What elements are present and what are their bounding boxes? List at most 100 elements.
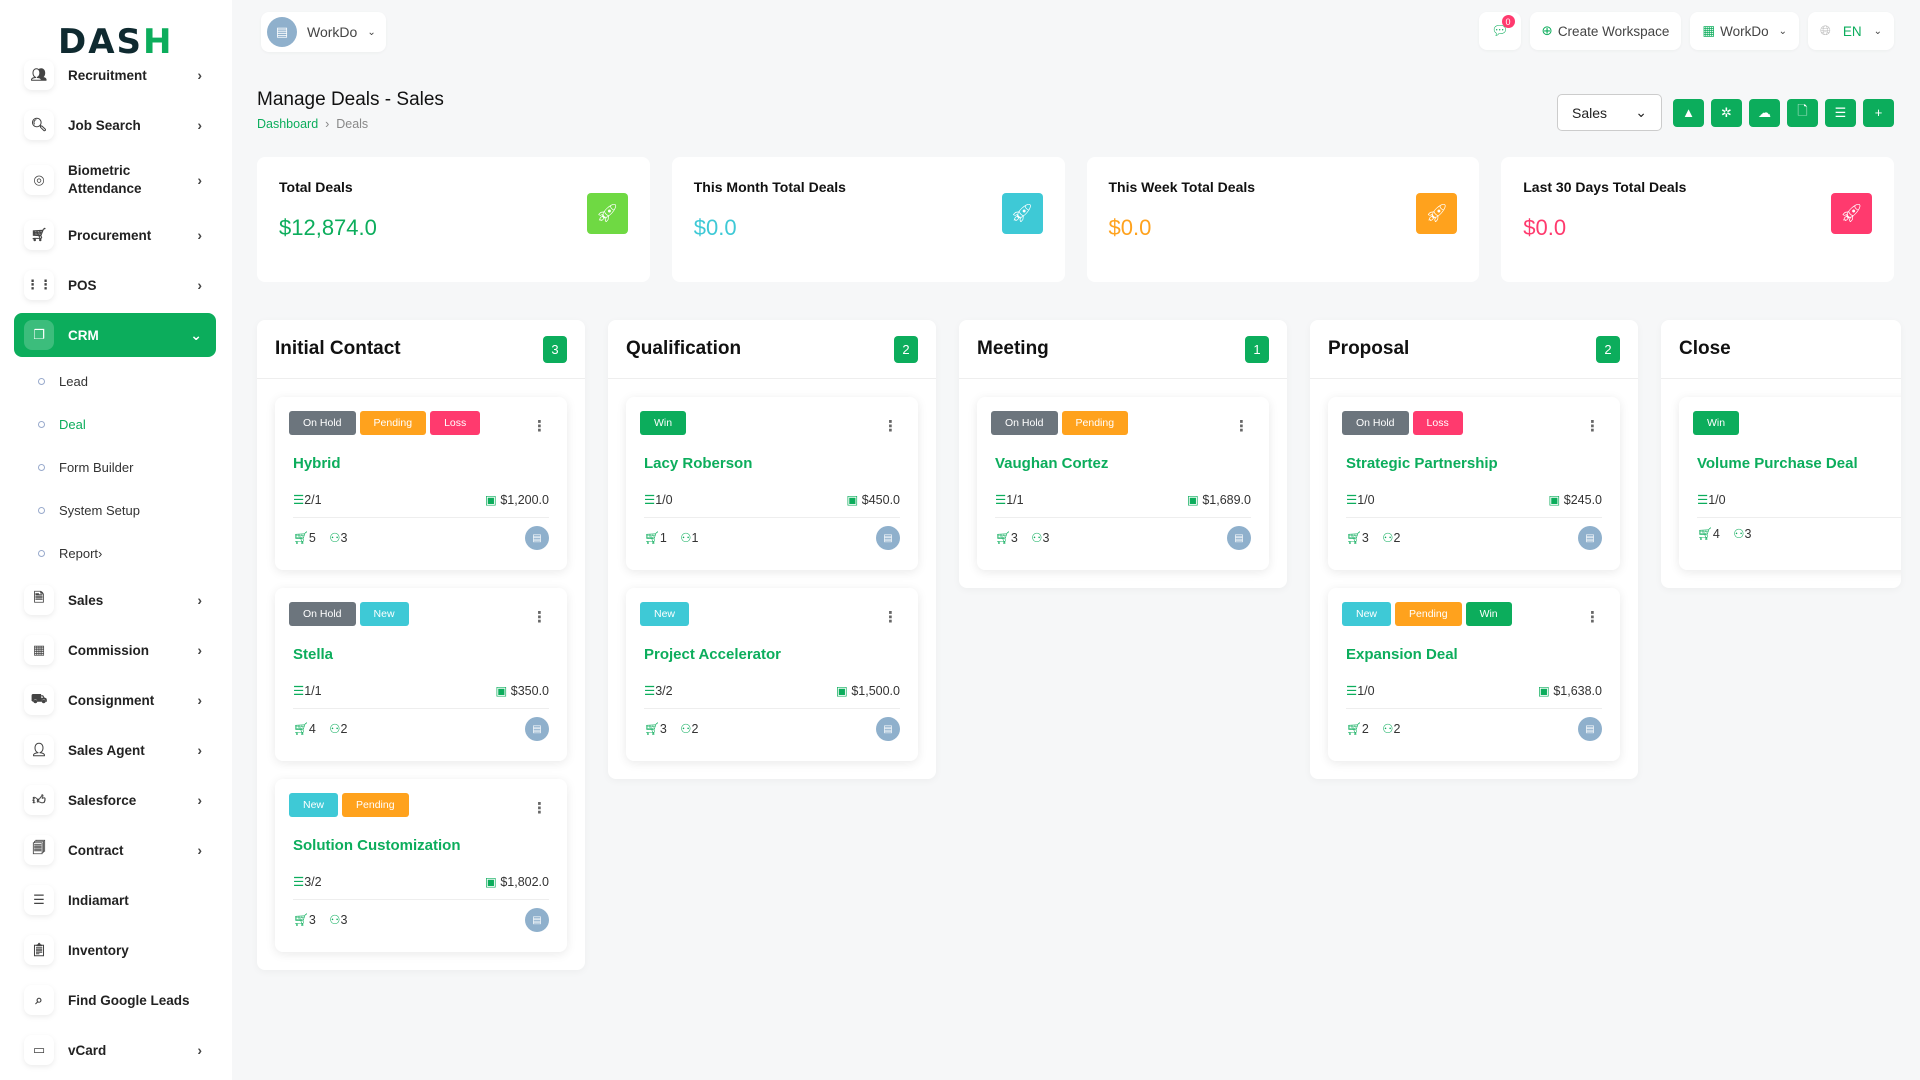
sidebar-item-job-search[interactable]: 🔍︎ Job Search › bbox=[14, 100, 216, 150]
user-avatar[interactable]: ▤ bbox=[1578, 717, 1602, 741]
file-search-icon: 🔍︎ bbox=[24, 110, 54, 140]
deal-price: ▣ $245.0 bbox=[1548, 492, 1602, 507]
list-icon: ☰ bbox=[293, 684, 305, 698]
more-vertical-icon[interactable]: ⋮ bbox=[883, 609, 898, 626]
sidebar-item-find-google-leads[interactable]: ⌕ Find Google Leads bbox=[14, 975, 216, 1025]
contract-icon: 🗐 bbox=[24, 835, 54, 865]
sidebar-item-commission[interactable]: ▦ Commission › bbox=[14, 625, 216, 675]
deal-products: 5 bbox=[308, 531, 316, 545]
deal-counts: 🛒︎3 ⚇2 bbox=[644, 721, 698, 737]
deal-counts: 🛒︎1 ⚇1 bbox=[644, 530, 698, 546]
stat-card: This Month Total Deals $0.0 🚀︎ bbox=[671, 157, 1065, 282]
deal-card[interactable]: On Hold Loss ⋮ Strategic Partnership ☰1/0 ▣ $… bbox=[1328, 397, 1620, 570]
deal-card[interactable]: New Pending ⋮ Solution Customization ☰3/2 ▣ $… bbox=[275, 779, 567, 952]
dollar-clipboard-icon: ▣ bbox=[485, 493, 501, 507]
deal-tasks-value: 3/2 bbox=[655, 684, 673, 698]
deal-name[interactable]: Solution Customization bbox=[293, 837, 461, 854]
list-icon: ☰ bbox=[1697, 493, 1709, 507]
sidebar-item-biometric-attendance[interactable]: ◎ Biometric Attendance › bbox=[14, 150, 216, 210]
sidebar-subitem-lead[interactable]: Lead bbox=[14, 360, 216, 403]
sidebar-subitem-system-setup[interactable]: System Setup bbox=[14, 489, 216, 532]
sidebar-item-salesforce[interactable]: 👍︎ Salesforce › bbox=[14, 775, 216, 825]
user-avatar[interactable]: ▤ bbox=[1578, 526, 1602, 550]
more-vertical-icon[interactable]: ⋮ bbox=[1234, 418, 1249, 435]
chevron-down-icon: ⌄ bbox=[367, 26, 376, 38]
deal-price: ▣ $1,689.0 bbox=[1187, 492, 1251, 507]
workspace-switcher[interactable]: ▤ WorkDo ⌄ bbox=[261, 12, 386, 52]
deal-card[interactable]: Win Volume Purchase Deal ☰1/0▣ 🛒︎4 ⚇3 bbox=[1679, 397, 1901, 570]
status-badge: Pending bbox=[359, 411, 427, 435]
deal-tasks: ☰3/2 bbox=[644, 683, 673, 698]
sidebar-item-indiamart[interactable]: ☰ Indiamart bbox=[14, 875, 216, 925]
deal-card[interactable]: New ⋮ Project Accelerator ☰3/2 ▣ $1,500.0 🛒︎3… bbox=[626, 588, 918, 761]
deal-stats-row: ☰1/0▣ bbox=[1697, 492, 1901, 518]
more-vertical-icon[interactable]: ⋮ bbox=[532, 800, 547, 817]
more-vertical-icon[interactable]: ⋮ bbox=[532, 609, 547, 626]
plus-button[interactable]: + bbox=[1863, 98, 1894, 127]
create-workspace-button[interactable]: ⊕ Create Workspace bbox=[1529, 12, 1682, 50]
sidebar-item-contract[interactable]: 🗐 Contract › bbox=[14, 825, 216, 875]
deal-card[interactable]: On Hold Pending Loss ⋮ Hybrid ☰2/1 ▣ $1,200.0 🛒… bbox=[275, 397, 567, 570]
list-button[interactable]: ☰ bbox=[1825, 98, 1856, 127]
language-menu[interactable]: 🌐︎ EN ⌄ bbox=[1808, 12, 1894, 50]
sidebar-subitem-deal[interactable]: Deal bbox=[14, 403, 216, 446]
sidebar-item-procurement[interactable]: 🛒︎ Procurement › bbox=[14, 210, 216, 260]
google-drive-button[interactable]: ▲ bbox=[1673, 98, 1704, 127]
sidebar-item-recruitment[interactable]: 👥︎ Recruitment › bbox=[14, 50, 216, 100]
dollar-clipboard-icon: ▣ bbox=[1548, 493, 1564, 507]
user-avatar[interactable]: ▤ bbox=[525, 908, 549, 932]
sidebar-item-pos[interactable]: ⋮⋮ POS › bbox=[14, 260, 216, 310]
deal-name[interactable]: Volume Purchase Deal bbox=[1697, 455, 1858, 472]
more-vertical-icon[interactable]: ⋮ bbox=[1585, 418, 1600, 435]
more-vertical-icon[interactable]: ⋮ bbox=[532, 418, 547, 435]
sidebar-subitem-report[interactable]: Report › bbox=[14, 532, 216, 575]
notification-count: 0 bbox=[1501, 15, 1515, 28]
sidebar-item-vcard[interactable]: ▭ vCard › bbox=[14, 1025, 216, 1075]
user-avatar[interactable]: ▤ bbox=[876, 526, 900, 550]
deal-name[interactable]: Vaughan Cortez bbox=[995, 455, 1109, 472]
workspace-menu[interactable]: ▦ WorkDo ⌄ bbox=[1690, 12, 1800, 50]
chevron-right-icon: › bbox=[98, 546, 103, 561]
deal-card[interactable]: On Hold Pending ⋮ Vaughan Cortez ☰1/1 ▣ $1,68… bbox=[977, 397, 1269, 570]
sidebar-item-sales-agent[interactable]: 👤︎ Sales Agent › bbox=[14, 725, 216, 775]
deal-card[interactable]: On Hold New ⋮ Stella ☰1/1 ▣ $350.0 🛒︎4 ⚇2 ▤ bbox=[275, 588, 567, 761]
status-badge: Loss bbox=[430, 411, 481, 435]
deal-name[interactable]: Strategic Partnership bbox=[1346, 455, 1498, 472]
onedrive-button[interactable]: ☁ bbox=[1749, 98, 1780, 127]
more-vertical-icon[interactable]: ⋮ bbox=[1585, 609, 1600, 626]
sidebar-item-consignment[interactable]: ⛟ Consignment › bbox=[14, 675, 216, 725]
sitemap-icon: ⚇ bbox=[1027, 531, 1043, 545]
user-avatar[interactable]: ▤ bbox=[525, 717, 549, 741]
hubspot-icon: ✲ bbox=[1721, 104, 1732, 120]
deal-name[interactable]: Lacy Roberson bbox=[644, 455, 753, 472]
user-avatar[interactable]: ▤ bbox=[1227, 526, 1251, 550]
column-title: Proposal bbox=[1328, 338, 1410, 359]
sitemap-icon: ⚇ bbox=[1378, 531, 1394, 545]
user-avatar[interactable]: ▤ bbox=[876, 717, 900, 741]
sidebar-item-label: Procurement bbox=[68, 227, 152, 243]
sidebar-item-inventory[interactable]: 📋︎ Inventory bbox=[14, 925, 216, 975]
sidebar-subitem-form-builder[interactable]: Form Builder bbox=[14, 446, 216, 489]
deal-name[interactable]: Expansion Deal bbox=[1346, 646, 1458, 663]
sidebar-item-label: CRM bbox=[68, 327, 99, 343]
deal-name[interactable]: Stella bbox=[293, 646, 334, 663]
file-import-button[interactable]: 🗋 bbox=[1787, 98, 1818, 127]
deal-card[interactable]: New Pending Win ⋮ Expansion Deal ☰1/0 ▣ $1,638… bbox=[1328, 588, 1620, 761]
column-title: Qualification bbox=[626, 338, 742, 359]
deal-price-value: $450.0 bbox=[861, 493, 900, 507]
pipeline-select[interactable]: Sales ⌄ bbox=[1557, 94, 1662, 131]
chat-button[interactable]: 💬︎ 0 bbox=[1479, 12, 1521, 50]
breadcrumb-dashboard[interactable]: Dashboard bbox=[257, 117, 319, 131]
deal-card[interactable]: Win ⋮ Lacy Roberson ☰1/0 ▣ $450.0 🛒︎1 ⚇1 ▤ bbox=[626, 397, 918, 570]
deal-tasks-value: 2/1 bbox=[304, 493, 322, 507]
hubspot-button[interactable]: ✲ bbox=[1711, 98, 1742, 127]
sidebar-item-sales[interactable]: 🗎 Sales › bbox=[14, 575, 216, 625]
deal-meta-row: 🛒︎3 ⚇3 ▤ bbox=[995, 526, 1251, 550]
sidebar-item-crm[interactable]: ❐ CRM ⌄ bbox=[14, 313, 216, 357]
logo[interactable]: DASH bbox=[58, 22, 174, 62]
deal-name[interactable]: Project Accelerator bbox=[644, 646, 782, 663]
deal-name[interactable]: Hybrid bbox=[293, 455, 341, 472]
deal-tasks-value: 3/2 bbox=[304, 875, 322, 889]
more-vertical-icon[interactable]: ⋮ bbox=[883, 418, 898, 435]
user-avatar[interactable]: ▤ bbox=[525, 526, 549, 550]
